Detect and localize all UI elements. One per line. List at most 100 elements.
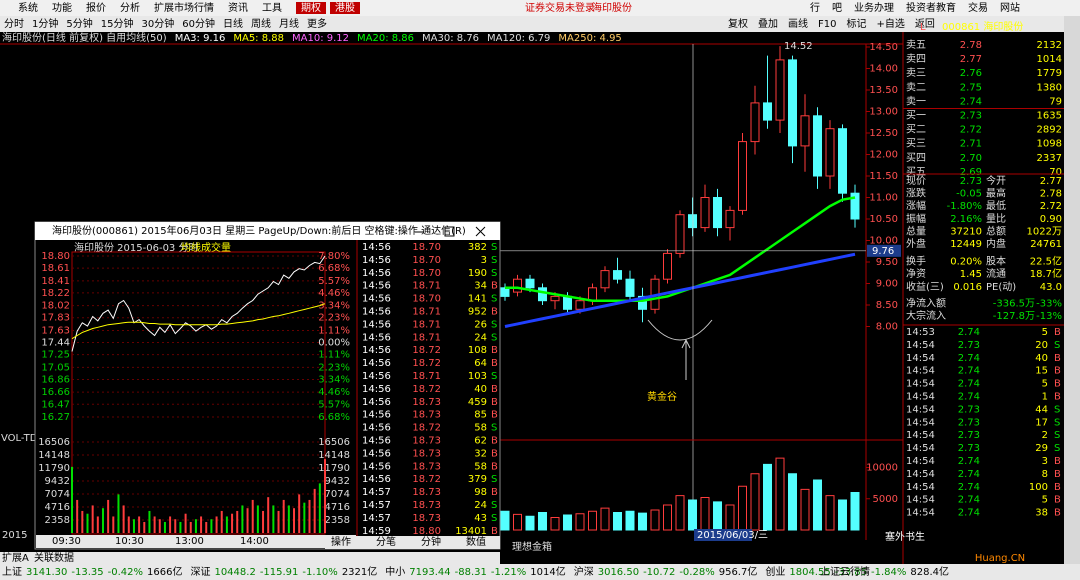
menu-item[interactable]: 资讯	[228, 2, 248, 14]
menu-link[interactable]: 网站	[1000, 1, 1020, 14]
tab[interactable]: 理想金箱	[512, 540, 552, 553]
volume-bar	[813, 479, 822, 531]
tick-time: 14:56	[362, 436, 391, 447]
ma-label: MA120: 6.79	[487, 33, 550, 44]
menu-stock[interactable]: 海印股份	[592, 1, 632, 14]
menu-item[interactable]: 工具	[262, 2, 282, 14]
stat-label: 总额	[986, 224, 1006, 237]
tool-button[interactable]: F10	[818, 19, 836, 30]
popup-tab[interactable]: 数值	[466, 535, 486, 548]
book-label: 卖二	[906, 81, 926, 93]
annotation: 黄金谷	[647, 390, 677, 403]
tick-side: S	[491, 242, 497, 253]
tick-volume: 2	[1042, 430, 1048, 441]
menu-link[interactable]: 行	[810, 1, 820, 14]
status-cloud[interactable]: 上证云行情	[820, 565, 870, 578]
pct-tick-label: 6.68%	[318, 263, 350, 274]
candle-body	[713, 197, 722, 229]
annotation-arc	[647, 319, 713, 341]
status-pct: -1.84%	[871, 567, 906, 578]
y-tick-label: 11.00	[869, 193, 898, 204]
period-tab[interactable]: 30分钟	[141, 17, 174, 30]
stat-value: 2.72	[1040, 201, 1062, 212]
status-change: -115.91	[260, 567, 299, 578]
tool-button[interactable]: 复权	[728, 17, 748, 30]
tick-time: 14:56	[362, 371, 391, 382]
candle-body	[500, 287, 510, 297]
ma-line	[504, 252, 856, 328]
tick-time: 14:54	[906, 392, 935, 403]
menu-link[interactable]: 业务办理	[854, 1, 894, 14]
menu-link[interactable]: 交易	[968, 1, 988, 14]
volume-bar	[688, 499, 697, 531]
tick-price: 18.73	[412, 436, 441, 447]
tick-time: 14:56	[362, 268, 391, 279]
period-tab[interactable]: 5分钟	[66, 17, 92, 30]
tool-button[interactable]: 返回	[915, 18, 935, 30]
candle-body	[575, 300, 585, 310]
popup-tab[interactable]: 分钟	[421, 535, 441, 548]
period-tab[interactable]: 日线	[223, 17, 243, 30]
win-max[interactable]	[444, 226, 455, 237]
menu-badge[interactable]: 期权	[301, 1, 321, 14]
tick-volume: 3	[1042, 456, 1048, 467]
period-tab[interactable]: 1分钟	[32, 17, 58, 30]
stat-label: 最高	[986, 187, 1006, 200]
status-change: -33.85	[835, 567, 867, 578]
menu-link[interactable]: 投资者教育	[906, 1, 956, 14]
period-tab[interactable]: 更多	[307, 17, 327, 30]
tool-button[interactable]: 画线	[788, 17, 808, 30]
menu-item[interactable]: 分析	[120, 1, 140, 14]
volume-bar	[713, 501, 722, 531]
menu-item[interactable]: 扩展市场行情	[154, 1, 214, 14]
candle-body	[825, 128, 835, 177]
tick-price: 18.70	[412, 242, 441, 253]
vol-tick-label: 5000	[873, 494, 898, 505]
popup-tab[interactable]: 操作	[331, 535, 351, 548]
period-tab[interactable]: 15分钟	[101, 17, 134, 30]
tick-side: S	[1054, 430, 1060, 441]
menu-badge[interactable]: 港股	[335, 2, 355, 14]
volume-bar	[525, 515, 535, 531]
popup-tab[interactable]: 分笔	[376, 535, 396, 548]
menu-link[interactable]: 吧	[832, 3, 842, 14]
period-tab[interactable]: 60分钟	[182, 17, 215, 30]
candle-body	[588, 287, 597, 302]
win-close[interactable]	[475, 226, 486, 237]
tick-time: 14:54	[906, 508, 935, 519]
volume-bar	[613, 512, 622, 531]
y-tick-label: 9.50	[876, 257, 898, 268]
period-tab[interactable]: 周线	[251, 17, 271, 30]
tool-button[interactable]: 标记	[846, 18, 866, 30]
tick-time: 14:56	[362, 358, 391, 369]
period-tab[interactable]: 月线	[279, 17, 299, 30]
y-tick-label: 14.00	[869, 64, 898, 75]
tick-volume: 24	[474, 332, 487, 343]
tab[interactable]: 扩展A	[2, 551, 29, 564]
stat-value: 2.78	[1040, 189, 1062, 200]
book-volume: 79	[1049, 96, 1062, 107]
tick-price: 18.73	[412, 513, 441, 524]
tabs-bg	[325, 536, 357, 549]
y-tick-label: 8.50	[876, 300, 898, 311]
menu-item[interactable]: 功能	[52, 1, 72, 14]
book-label: 卖五	[906, 39, 926, 51]
tool-button[interactable]: +自选	[876, 17, 904, 30]
menu-badge-bg	[330, 2, 360, 14]
y-tick-label: 12.50	[869, 128, 898, 139]
pct-tick-label: 5.57%	[318, 276, 350, 287]
book-price: 2.77	[960, 54, 982, 65]
period-tab[interactable]: 分时	[4, 18, 24, 30]
menu-notice[interactable]: 证券交易未登录	[525, 1, 595, 14]
indicator-title: 海印股份(日线 前复权) 自用均线(50)	[2, 31, 167, 44]
tab[interactable]: 指标	[2, 540, 22, 553]
menu-item[interactable]: 系统	[18, 1, 38, 14]
stock-code: 000861 海印股份	[942, 20, 1023, 33]
tick-price: 2.74	[958, 366, 980, 377]
tick-price: 18.80	[412, 526, 441, 537]
tool-button[interactable]: 叠加	[758, 18, 778, 30]
tick-volume: 141	[468, 294, 487, 305]
stat-label: 总量	[906, 224, 926, 237]
tab[interactable]: 关联数据	[34, 551, 74, 564]
menu-item[interactable]: 报价	[86, 1, 106, 14]
